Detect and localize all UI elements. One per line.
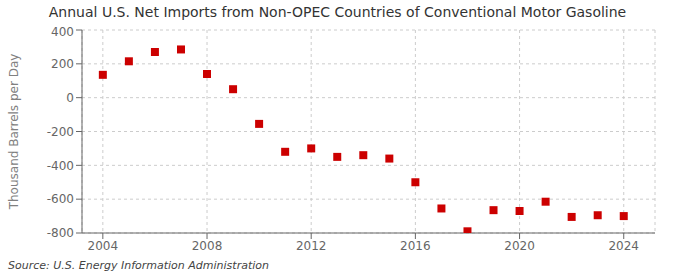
svg-text:2016: 2016 — [400, 239, 431, 253]
svg-text:Thousand Barrels per Day: Thousand Barrels per Day — [8, 54, 21, 211]
html-text:Annual U.S. Net Imports from N: Annual U.S. Net Imports from Non-OPEC Co… — [48, 4, 627, 20]
svg-text:400: 400 — [51, 25, 74, 39]
svg-text:2024: 2024 — [608, 239, 639, 253]
svg-text:2012: 2012 — [296, 239, 327, 253]
svg-text:2020: 2020 — [504, 239, 535, 253]
svg-text:-600: -600 — [47, 192, 74, 206]
svg-text:200: 200 — [51, 57, 74, 71]
svg-text:-800: -800 — [47, 226, 74, 240]
html-text:Source: U.S. Energy Informatio: Source: U.S. Energy Information Administ… — [8, 259, 269, 272]
svg-text:-200: -200 — [47, 125, 74, 139]
svg-text:0: 0 — [66, 91, 74, 105]
svg-text:-400: -400 — [47, 159, 74, 173]
svg-text:2008: 2008 — [192, 239, 223, 253]
svg-text:2004: 2004 — [88, 239, 119, 253]
